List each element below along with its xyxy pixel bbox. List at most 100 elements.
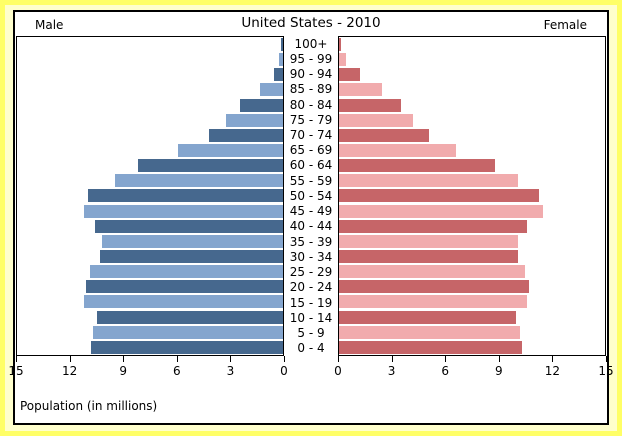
age-group-labels-column: 100+ 95 - 99 90 - 94 85 - 89 80 - 84 75 - 79 7… (284, 36, 338, 356)
female-bar (339, 113, 414, 127)
female-bar-row (339, 310, 605, 325)
chart-figure: United States - 2010 Male Female 100+ 95 … (8, 10, 614, 425)
tick-label: 12 (61, 364, 78, 378)
tick-mark (391, 356, 393, 362)
male-bar-row (17, 325, 283, 340)
male-bar-row (17, 219, 283, 234)
age-group-label: 95 - 99 (289, 51, 333, 66)
male-bar (281, 38, 283, 52)
tick-mark (16, 356, 17, 362)
tick-mark (230, 356, 232, 362)
tick-label: 6 (441, 364, 450, 378)
age-group-label: 100+ (294, 36, 328, 51)
female-bar-row (339, 279, 605, 294)
male-bar-row (17, 52, 283, 67)
female-bar-row (339, 204, 605, 219)
male-bar (114, 174, 283, 188)
female-bar-row (339, 219, 605, 234)
female-bar-row (339, 173, 605, 188)
male-bar-row (17, 98, 283, 113)
female-bar (339, 83, 382, 97)
female-bar-row (339, 158, 605, 173)
age-group-label: 60 - 64 (289, 158, 333, 173)
male-bar-row (17, 264, 283, 279)
female-bar-row (339, 143, 605, 158)
female-bar (339, 310, 517, 324)
age-group-label: 40 - 44 (289, 219, 333, 234)
male-x-axis-ticks (16, 356, 285, 363)
male-bar (178, 144, 283, 158)
tick-label: 6 (172, 364, 181, 378)
tick-mark (445, 356, 447, 362)
female-bar-row (339, 188, 605, 203)
female-bar-row (339, 37, 605, 52)
female-bar (339, 68, 361, 82)
female-bar (339, 159, 496, 173)
male-bar (100, 250, 283, 264)
female-bar (339, 174, 519, 188)
male-bar (226, 113, 283, 127)
male-bar-row (17, 204, 283, 219)
male-bar-row (17, 173, 283, 188)
age-group-label: 55 - 59 (289, 173, 333, 188)
tick-mark (69, 356, 71, 362)
age-group-label: 30 - 34 (289, 249, 333, 264)
female-bar (339, 295, 527, 309)
age-group-label: 45 - 49 (289, 204, 333, 219)
female-bar-row (339, 340, 605, 355)
female-bar-row (339, 249, 605, 264)
male-bar-row (17, 340, 283, 355)
tick-mark (606, 356, 607, 362)
female-bar (339, 340, 522, 354)
male-bar (95, 219, 283, 233)
male-bar-row (17, 234, 283, 249)
male-bar-row (17, 128, 283, 143)
age-group-label: 35 - 39 (289, 234, 333, 249)
tick-mark (176, 356, 178, 362)
female-bar (339, 98, 402, 112)
female-side-label: Female (543, 18, 587, 32)
age-group-label: 50 - 54 (289, 188, 333, 203)
chart-title: United States - 2010 (241, 15, 381, 31)
tick-label: 0 (280, 364, 288, 378)
tick-mark (338, 356, 339, 362)
male-bar (87, 189, 283, 203)
age-group-label: 5 - 9 (297, 326, 325, 341)
male-bar-row (17, 113, 283, 128)
female-x-axis-ticks (338, 356, 607, 363)
male-bars-panel (16, 36, 284, 356)
male-bar (84, 295, 283, 309)
male-bar-row (17, 67, 283, 82)
male-bar (279, 53, 283, 67)
female-bar-row (339, 67, 605, 82)
female-x-axis-ticklabels: 0 3 6 9 12 15 (334, 364, 613, 380)
male-bar-row (17, 158, 283, 173)
age-group-label: 20 - 24 (289, 280, 333, 295)
male-bar (274, 68, 283, 82)
age-group-label: 90 - 94 (289, 67, 333, 82)
male-bar-row (17, 249, 283, 264)
female-bar (339, 325, 520, 339)
tick-label: 9 (119, 364, 128, 378)
male-bar (86, 280, 283, 294)
tick-mark (498, 356, 500, 362)
female-bar (339, 265, 526, 279)
female-bar (339, 280, 529, 294)
female-bar-row (339, 294, 605, 309)
female-bar-row (339, 128, 605, 143)
tick-label: 12 (544, 364, 561, 378)
female-bars-panel (338, 36, 606, 356)
age-group-label: 25 - 29 (289, 265, 333, 280)
age-group-label: 70 - 74 (289, 128, 333, 143)
female-bar (339, 144, 457, 158)
female-bar (339, 189, 540, 203)
tick-mark (284, 356, 285, 362)
male-bar-row (17, 37, 283, 52)
female-bar (339, 234, 519, 248)
female-bar (339, 219, 527, 233)
female-bar-row (339, 264, 605, 279)
female-bar-row (339, 234, 605, 249)
male-bar-row (17, 82, 283, 97)
tick-label: 15 (8, 364, 24, 378)
